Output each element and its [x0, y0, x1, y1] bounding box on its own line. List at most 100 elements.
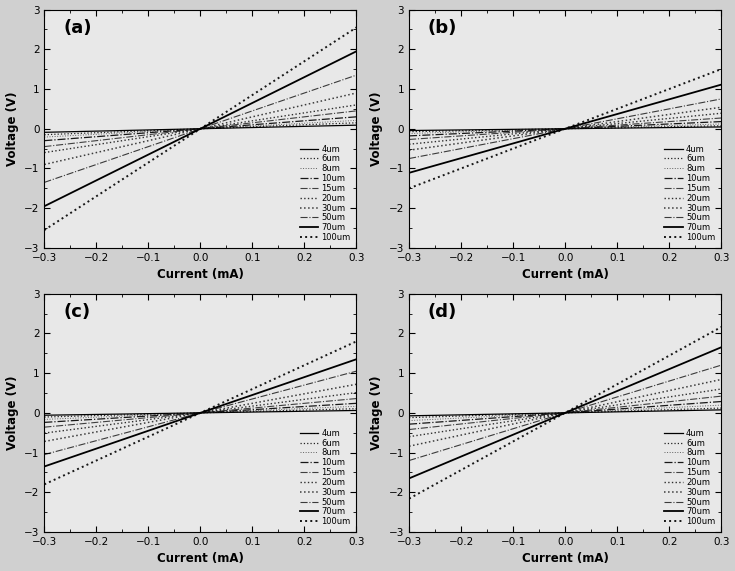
50um	[209, 406, 218, 413]
15um	[555, 126, 564, 132]
30um	[573, 407, 582, 413]
20um	[717, 385, 725, 392]
70um	[188, 412, 197, 419]
Line: 50um: 50um	[44, 371, 356, 455]
15um	[209, 408, 218, 415]
70um	[190, 412, 199, 419]
Line: 10um: 10um	[409, 122, 721, 136]
100um	[40, 227, 49, 234]
4um	[345, 122, 354, 128]
70um	[717, 81, 725, 88]
15um	[40, 424, 49, 431]
4um	[352, 122, 361, 128]
20um	[209, 123, 218, 130]
70um	[226, 399, 234, 406]
50um	[555, 126, 564, 133]
20um	[209, 408, 218, 415]
10um	[573, 408, 582, 415]
6um	[226, 409, 234, 416]
70um	[352, 356, 361, 363]
Line: 10um: 10um	[44, 117, 356, 140]
50um	[345, 369, 354, 376]
Line: 15um: 15um	[409, 118, 721, 139]
100um	[661, 87, 670, 94]
10um	[717, 398, 725, 405]
70um	[190, 128, 199, 135]
8um	[226, 408, 234, 415]
6um	[405, 128, 414, 135]
50um	[709, 97, 718, 104]
100um	[352, 338, 361, 345]
8um	[345, 118, 354, 124]
20um	[590, 405, 599, 412]
50um	[573, 405, 582, 412]
6um	[352, 119, 361, 126]
100um	[226, 396, 234, 403]
Legend: 4um, 6um, 8um, 10um, 15um, 20um, 30um, 50um, 70um, 100um: 4um, 6um, 8um, 10um, 15um, 20um, 30um, 5…	[661, 425, 719, 529]
8um	[295, 120, 304, 127]
15um	[661, 399, 670, 405]
50um	[295, 91, 304, 98]
30um	[717, 376, 725, 383]
10um	[553, 410, 562, 417]
15um	[555, 410, 564, 417]
Line: 8um: 8um	[44, 120, 356, 137]
100um	[188, 130, 197, 137]
20um	[590, 122, 599, 129]
20um	[40, 430, 49, 437]
10um	[590, 124, 599, 131]
10um	[226, 123, 234, 130]
8um	[188, 126, 197, 132]
Line: 30um: 30um	[409, 107, 721, 150]
8um	[352, 403, 361, 410]
100um	[709, 328, 718, 335]
6um	[590, 124, 599, 131]
Line: 15um: 15um	[44, 111, 356, 147]
Text: (c): (c)	[63, 303, 90, 321]
10um	[295, 403, 304, 410]
20um	[226, 405, 234, 412]
30um	[40, 161, 49, 168]
20um	[295, 110, 304, 117]
50um	[573, 123, 582, 130]
70um	[352, 48, 361, 55]
4um	[352, 407, 361, 414]
70um	[405, 475, 414, 482]
70um	[553, 127, 562, 134]
15um	[226, 407, 234, 413]
10um	[709, 399, 718, 405]
6um	[188, 409, 197, 416]
10um	[709, 119, 718, 126]
Line: 6um: 6um	[409, 408, 721, 417]
6um	[345, 120, 354, 127]
50um	[40, 451, 49, 458]
70um	[661, 97, 670, 104]
70um	[345, 51, 354, 58]
Line: 6um: 6um	[44, 123, 356, 135]
4um	[661, 124, 670, 131]
15um	[352, 107, 361, 114]
100um	[209, 117, 218, 124]
Line: 4um: 4um	[44, 125, 356, 132]
100um	[590, 114, 599, 121]
Line: 100um: 100um	[409, 69, 721, 188]
15um	[709, 115, 718, 122]
30um	[190, 411, 199, 417]
30um	[405, 147, 414, 154]
8um	[661, 404, 670, 411]
Line: 30um: 30um	[44, 384, 356, 441]
4um	[717, 123, 725, 130]
10um	[555, 410, 564, 417]
20um	[717, 110, 725, 116]
20um	[661, 115, 670, 122]
70um	[709, 347, 718, 354]
20um	[188, 411, 197, 417]
100um	[553, 414, 562, 421]
70um	[717, 344, 725, 351]
Line: 4um: 4um	[409, 127, 721, 131]
6um	[661, 123, 670, 130]
30um	[661, 388, 670, 395]
70um	[226, 111, 234, 118]
100um	[709, 69, 718, 75]
4um	[209, 409, 218, 416]
